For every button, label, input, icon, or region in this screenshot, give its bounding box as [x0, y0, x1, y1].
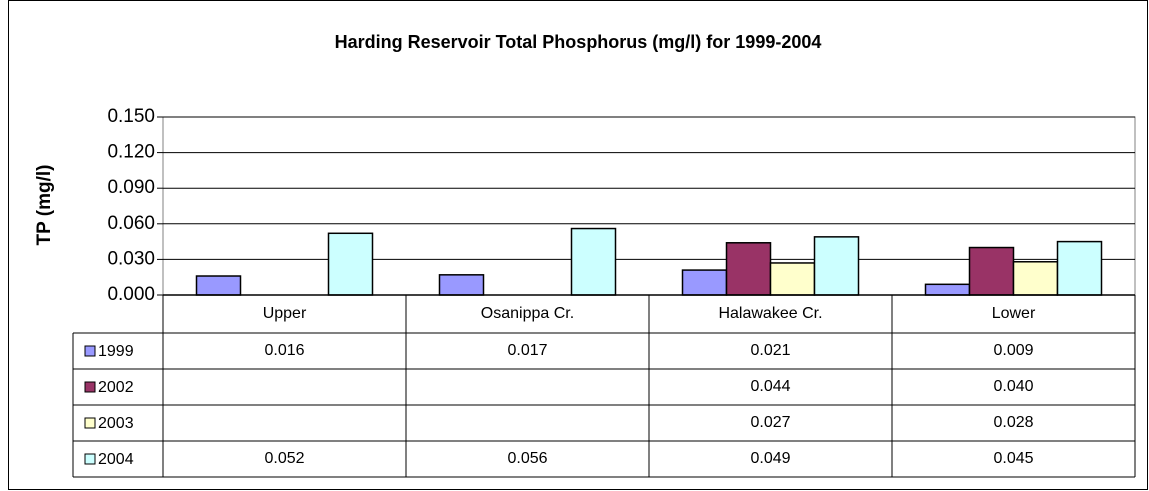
table-value: 0.044	[750, 378, 790, 395]
x-tick-label: Osanippa Cr.	[481, 305, 574, 322]
table-value: 0.045	[993, 450, 1033, 467]
bar	[1056, 240, 1103, 296]
y-tick-label: 0.090	[107, 177, 155, 198]
bar	[681, 269, 728, 296]
legend-key	[84, 381, 96, 393]
x-tick-label: Halawakee Cr.	[718, 305, 822, 322]
chart-title: Harding Reservoir Total Phosphorus (mg/l…	[335, 32, 822, 52]
y-tick-label: 0.000	[107, 284, 155, 305]
bar	[924, 283, 971, 296]
table-value: 0.021	[750, 342, 790, 359]
table-value: 0.049	[750, 450, 790, 467]
bar	[769, 262, 816, 296]
y-tick-label: 0.120	[107, 142, 155, 163]
x-tick-label: Lower	[992, 305, 1036, 322]
y-axis-label: TP (mg/l)	[34, 165, 55, 246]
table-value: 0.056	[507, 450, 547, 467]
legend-label: 1999	[98, 343, 134, 360]
bar	[327, 232, 374, 296]
y-tick-label: 0.060	[107, 213, 155, 234]
y-tick-label: 0.150	[107, 106, 155, 127]
legend-key	[84, 453, 96, 465]
table-value: 0.016	[264, 342, 304, 359]
bar	[438, 274, 485, 296]
table-value: 0.052	[264, 450, 304, 467]
table-value: 0.027	[750, 414, 790, 431]
x-tick-label: Upper	[263, 305, 307, 322]
bar	[968, 246, 1015, 296]
bar	[195, 275, 242, 296]
table-value: 0.028	[993, 414, 1033, 431]
bar	[725, 242, 772, 296]
legend-label: 2002	[98, 379, 134, 396]
legend-label: 2004	[98, 451, 134, 468]
table-value: 0.017	[507, 342, 547, 359]
bar	[1012, 261, 1059, 296]
legend-label: 2003	[98, 415, 134, 432]
y-tick-label: 0.030	[107, 248, 155, 269]
table-value: 0.040	[993, 378, 1033, 395]
bar	[570, 227, 617, 296]
legend-key	[84, 417, 96, 429]
legend-key	[84, 345, 96, 357]
bar	[813, 236, 860, 296]
table-value: 0.009	[993, 342, 1033, 359]
